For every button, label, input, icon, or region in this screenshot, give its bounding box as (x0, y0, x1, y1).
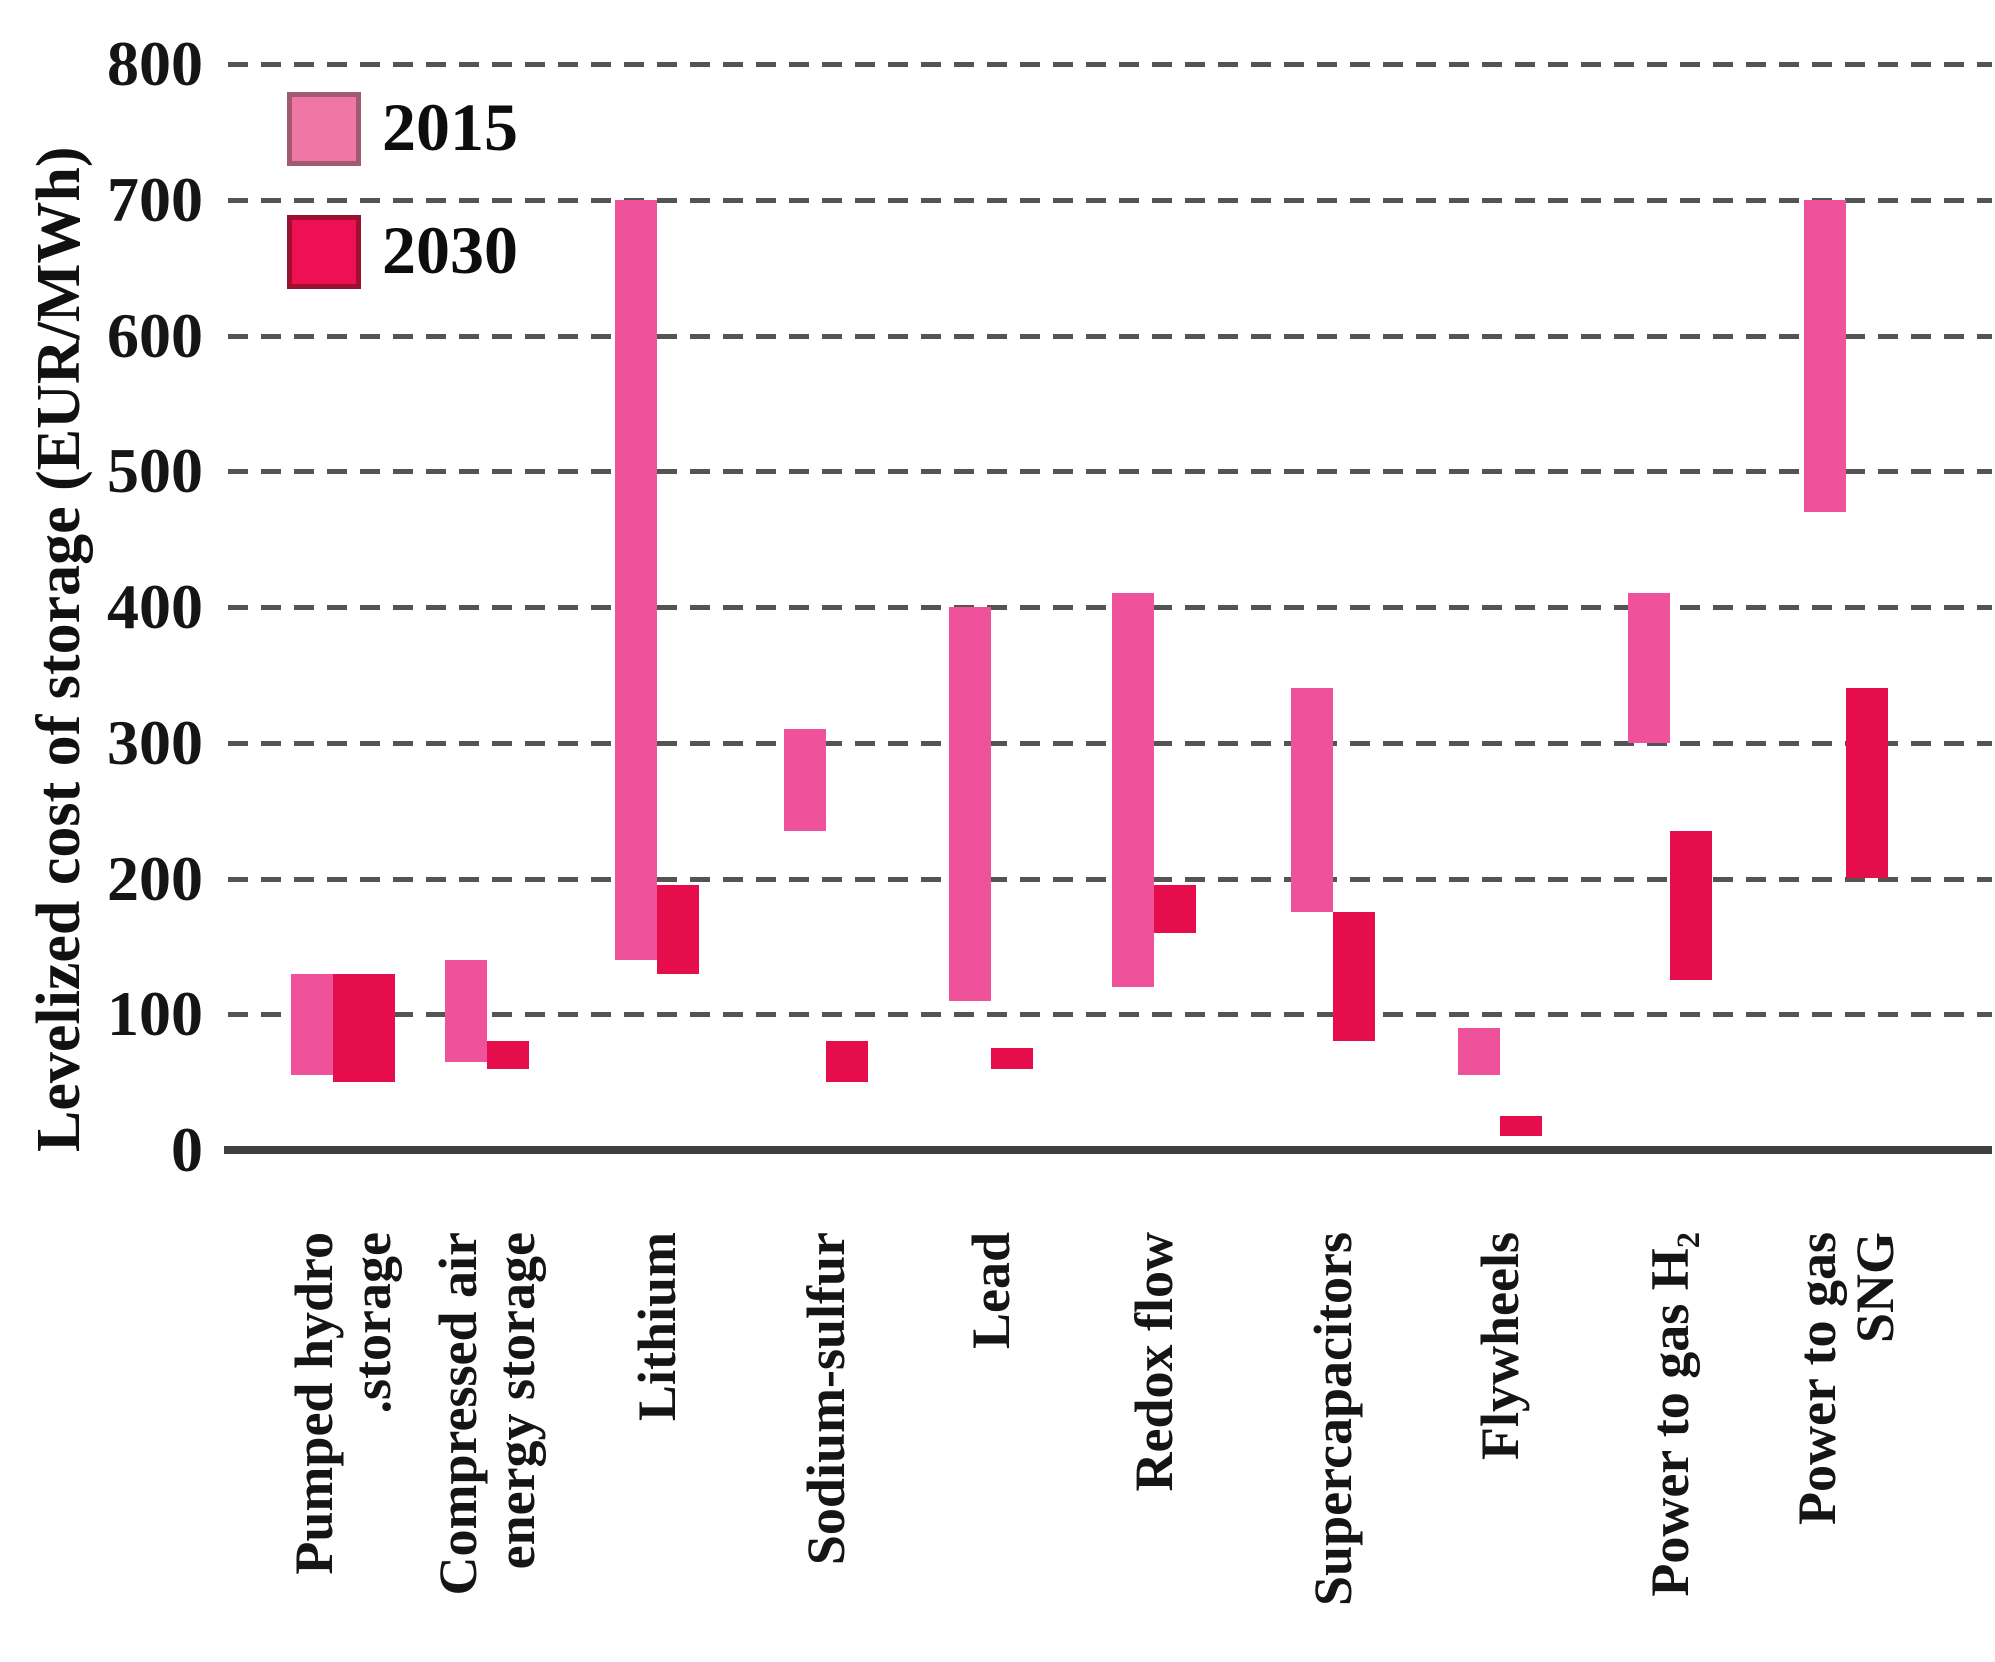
y-tick-label: 200 (107, 842, 203, 914)
y-tick-label: 700 (107, 163, 203, 235)
bar-2015-group9 (1628, 593, 1670, 743)
x-category-label: Lithium (627, 1232, 687, 1422)
bar-2015-group7 (1291, 688, 1333, 913)
legend-swatch-2015 (287, 92, 361, 166)
bar-2015-group3 (615, 199, 657, 960)
legend-label-2015: 2015 (382, 89, 518, 165)
x-category-label: Power to gas H₂ (1640, 1232, 1700, 1597)
gridline-600 (228, 333, 1992, 339)
bar-2015-group6 (1112, 593, 1154, 988)
x-category-label: Compressed air energy storage (428, 1232, 546, 1596)
bar-2015-group5 (949, 607, 991, 1001)
gridline-400 (228, 605, 1992, 610)
gridline-300 (228, 740, 1992, 746)
y-tick-label: 500 (107, 435, 203, 507)
y-tick-label: 400 (107, 571, 203, 642)
gridline-800 (228, 62, 1992, 67)
bar-2030-group4 (826, 1041, 868, 1083)
bar-2030-group8 (1500, 1116, 1542, 1137)
y-tick-label: 600 (107, 299, 203, 371)
bar-2015-group4 (784, 729, 826, 831)
x-category-label: Flywheels (1470, 1232, 1530, 1460)
bar-2015-group2 (445, 959, 487, 1062)
x-category-label: Supercapacitors (1303, 1232, 1363, 1606)
y-tick-label: 800 (107, 28, 203, 99)
gridline-100 (228, 1012, 1992, 1018)
bar-2030-group2 (487, 1041, 529, 1069)
bar-2030-group7 (1333, 912, 1375, 1042)
gridline-500 (228, 469, 1992, 475)
x-category-label: Power to gas SNG (1787, 1232, 1905, 1525)
legend-swatch-2030 (287, 215, 361, 289)
x-category-label: Lead (961, 1232, 1021, 1350)
gridline-200 (228, 876, 1992, 882)
y-tick-label: 0 (171, 1114, 203, 1185)
x-category-label: Pumped hydro .storage (284, 1232, 402, 1575)
bar-2030-group10 (1846, 688, 1888, 879)
bar-2015-group10 (1804, 199, 1846, 512)
x-axis-line (224, 1146, 1992, 1154)
x-category-label: Redox flow (1124, 1232, 1184, 1492)
bar-2030-group3 (657, 885, 699, 974)
bar-2015-group8 (1458, 1027, 1500, 1076)
bar-2030-group1 (333, 973, 395, 1083)
bar-2030-group6 (1154, 885, 1196, 933)
chart-figure: Levelized cost of storage (EUR/MWh) 0 100… (25, 28, 1992, 1606)
y-tick-label: 100 (107, 978, 203, 1050)
y-tick-label: 300 (107, 706, 203, 778)
bar-2030-group9 (1670, 830, 1712, 981)
gridline-700 (228, 197, 1992, 203)
bar-2030-group5 (991, 1048, 1033, 1069)
x-category-label: Sodium-sulfur (796, 1232, 856, 1566)
legend-label-2030: 2030 (382, 212, 518, 288)
